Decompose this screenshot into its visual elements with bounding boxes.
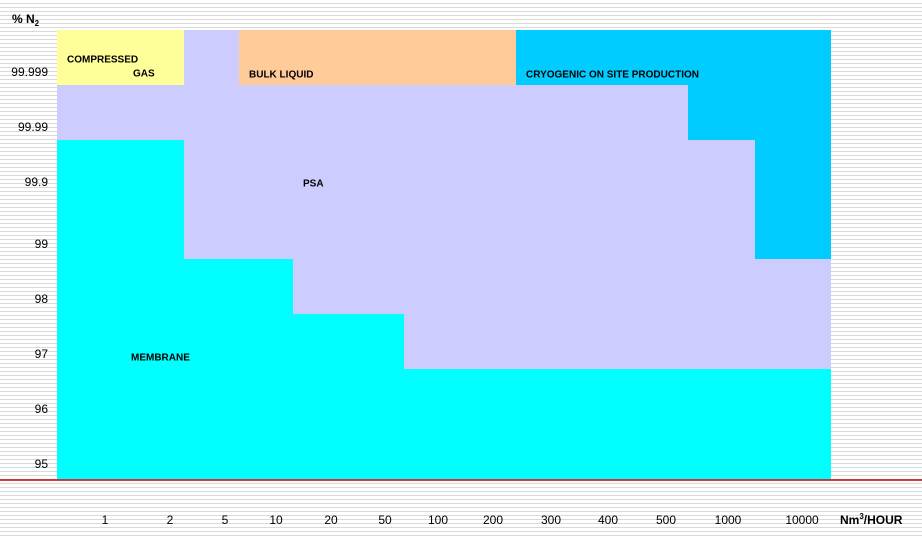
- x-axis-label: Nm3/HOUR: [840, 512, 903, 527]
- y-label: 98: [35, 292, 49, 306]
- y-label: 95: [35, 457, 49, 471]
- x-label: 5: [222, 513, 229, 527]
- y-axis-label: % N2: [12, 12, 40, 28]
- bulk-liquid-region: [239, 30, 516, 85]
- region-label: CRYOGENIC ON SITE PRODUCTION: [526, 70, 699, 81]
- y-label: 99.999: [11, 65, 48, 79]
- x-label: 2: [167, 513, 174, 527]
- x-label: 500: [656, 513, 676, 527]
- y-label: 99: [35, 237, 49, 251]
- psa-region-top: [184, 30, 239, 85]
- y-label: 97: [35, 347, 49, 361]
- region-label: MEMBRANE: [131, 353, 190, 364]
- y-label: 99.99: [18, 120, 48, 134]
- x-axis-label-text: Nm: [840, 513, 859, 527]
- region-label: BULK LIQUID: [249, 70, 313, 81]
- x-label: 100: [428, 513, 448, 527]
- y-label: 96: [35, 402, 49, 416]
- region-label: PSA: [303, 179, 324, 190]
- x-label: 1: [102, 513, 109, 527]
- membrane-region: [57, 140, 831, 479]
- x-label: 200: [483, 513, 503, 527]
- y-axis-label-sub: 2: [35, 19, 40, 28]
- x-label: 10: [269, 513, 283, 527]
- compressed-gas-region: [57, 30, 184, 85]
- x-label: 400: [598, 513, 618, 527]
- x-axis-label-sup: 3: [859, 512, 864, 521]
- x-label: 10000: [785, 513, 819, 527]
- x-label: 1000: [715, 513, 742, 527]
- x-axis-label-suffix: /HOUR: [864, 513, 903, 527]
- y-label: 99.9: [25, 175, 49, 189]
- cryogenic-region: [516, 30, 831, 259]
- region-label: COMPRESSED: [67, 55, 138, 66]
- region-label: GAS: [133, 69, 155, 80]
- y-axis-label-text: % N: [12, 12, 35, 26]
- x-label: 300: [541, 513, 561, 527]
- x-label: 20: [324, 513, 338, 527]
- x-label: 50: [378, 513, 392, 527]
